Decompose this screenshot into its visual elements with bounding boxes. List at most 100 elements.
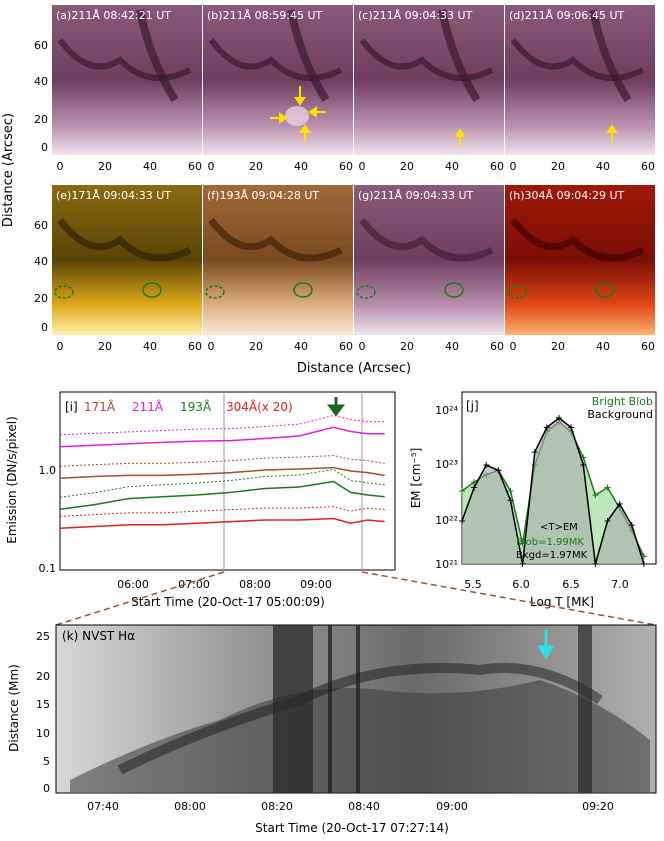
- y-tick: 20: [34, 113, 48, 126]
- x-tick: 0: [57, 340, 64, 353]
- y-tick: 0: [41, 321, 48, 334]
- panel-c-title: (c)211Å 09:04:33 UT: [358, 9, 473, 22]
- y-tick: 0: [43, 782, 50, 795]
- y-tick: 15: [36, 698, 50, 711]
- data-point: [471, 484, 478, 491]
- panel-h: (h)304Å 09:04:29 UT: [505, 185, 655, 335]
- panel-b-title: (b)211Å 08:59:45 UT: [207, 9, 323, 22]
- y-tick: 40: [34, 75, 48, 88]
- panel-k: (k) NVST Hα 0 5 10 15 20 25 07:40 08:00 08:20 08…: [7, 624, 657, 835]
- x-tick: 60: [339, 160, 353, 173]
- top-y-label: Distance (Arcsec): [1, 113, 16, 227]
- panel-k-label: (k) NVST Hα: [62, 629, 135, 643]
- x-tick: 0: [359, 160, 366, 173]
- panel-k-x-ticks: 07:40 08:00 08:20 08:40 09:00 09:20: [87, 800, 614, 813]
- data-point: [531, 449, 538, 456]
- green-arrow-icon: [327, 397, 345, 417]
- x-tick: 20: [98, 160, 112, 173]
- series-line-dotted: [59, 414, 385, 436]
- panel-f-title: (f)193Å 09:04:28 UT: [207, 189, 319, 202]
- x-tick: 20: [551, 160, 565, 173]
- x-tick: 09:20: [582, 800, 614, 813]
- data-point: [604, 484, 611, 491]
- legend-304: 304Å(x 20): [226, 399, 293, 414]
- x-tick: 20: [249, 340, 263, 353]
- x-tick: 20: [249, 160, 263, 173]
- series-line: [59, 517, 385, 530]
- panel-d-title: (d)211Å 09:06:45 UT: [509, 9, 625, 22]
- x-tick: 08:00: [239, 578, 271, 591]
- data-gap-band: [273, 625, 313, 793]
- panel-f: (f)193Å 09:04:28 UT: [203, 185, 353, 335]
- y-tick: 25: [36, 630, 50, 643]
- y-tick: 1.0: [39, 464, 57, 477]
- yellow-arrow-icons: [270, 86, 326, 142]
- y-tick: 10²⁴: [435, 404, 458, 417]
- panel-i-x-ticks: 06:00 07:00 08:00 09:00: [117, 578, 332, 591]
- y-tick: 0: [41, 141, 48, 154]
- x-tick: 20: [400, 340, 414, 353]
- x-tick: 07:40: [87, 800, 119, 813]
- x-tick: 08:40: [348, 800, 380, 813]
- cyan-arrow-icon: [537, 630, 555, 660]
- panel-g-title: (g)211Å 09:04:33 UT: [358, 189, 474, 202]
- legend-193: 193Å: [180, 399, 212, 414]
- y-tick: 60: [34, 39, 48, 52]
- t-em-label: <T>EM: [540, 522, 578, 533]
- x-tick: 6.5: [562, 578, 580, 591]
- series-line-dotted: [59, 506, 385, 517]
- panel-a-title: (a)211Å 08:42:21 UT: [56, 9, 171, 22]
- panel-d: (d)211Å 09:06:45 UT: [505, 5, 655, 155]
- x-tick: 08:00: [174, 800, 206, 813]
- panel-j-y-label: EM [cm⁻⁵]: [409, 448, 423, 509]
- x-tick: 7.0: [611, 578, 629, 591]
- panel-j-series: [459, 414, 647, 567]
- series-line-dotted: [59, 455, 385, 467]
- legend-bright-blob: Bright Blob: [592, 395, 653, 408]
- y-tick: 10: [36, 727, 50, 740]
- x-tick: 0: [510, 160, 517, 173]
- x-tick: 09:00: [300, 578, 332, 591]
- panel-g: (g)211Å 09:04:33 UT: [354, 185, 504, 335]
- y-tick: 10²¹: [435, 558, 458, 571]
- panel-k-y-label: Distance (Mm): [7, 664, 21, 752]
- blob-temperature: Blob=1.99MK: [516, 537, 584, 548]
- x-tick: 40: [143, 160, 157, 173]
- series-line-dotted: [59, 468, 385, 498]
- x-tick: 40: [445, 160, 459, 173]
- data-point: [568, 424, 575, 431]
- x-tick: 40: [445, 340, 459, 353]
- legend-211: 211Å: [132, 399, 164, 414]
- top-x-ticks: 0 0 20 20 40 40 60 60 0 0 20 20 40 40 60 60 0 0 20 20 40 40 60…: [57, 160, 656, 353]
- x-tick: 60: [641, 340, 655, 353]
- y-tick: 20: [34, 292, 48, 305]
- data-point: [616, 500, 623, 507]
- data-point: [459, 518, 465, 524]
- panel-j-x-label: Log T [MK]: [530, 595, 594, 609]
- data-point: [628, 522, 635, 529]
- panel-e-title: (e)171Å 09:04:33 UT: [56, 189, 171, 202]
- panel-i-x-label: Start Time (20-Oct-17 05:00:09): [131, 595, 325, 609]
- x-tick: 40: [294, 340, 308, 353]
- x-tick: 20: [400, 160, 414, 173]
- y-tick: 10²³: [435, 458, 458, 471]
- data-point: [543, 424, 550, 431]
- background-temperature: Bkgd=1.97MK: [516, 550, 588, 561]
- y-tick: 40: [34, 255, 48, 268]
- y-tick: 0.1: [39, 562, 57, 575]
- x-tick: 60: [188, 340, 202, 353]
- series-line: [461, 416, 645, 565]
- data-point: [507, 487, 514, 494]
- top-y-ticks: 0 20 40 60 0 20 40 60: [34, 39, 48, 334]
- x-tick: 0: [208, 160, 215, 173]
- data-point: [495, 467, 502, 474]
- y-tick: 20: [36, 670, 50, 683]
- x-tick: 20: [98, 340, 112, 353]
- x-tick: 60: [490, 160, 504, 173]
- panel-k-x-label: Start Time (20-Oct-17 07:27:14): [255, 821, 449, 835]
- panel-i: [i] 171Å 211Å 193Å 304Å(x 20) 1.0 0.1 06…: [5, 391, 396, 609]
- x-tick: 0: [359, 340, 366, 353]
- x-tick: 40: [596, 160, 610, 173]
- series-area: [462, 417, 644, 564]
